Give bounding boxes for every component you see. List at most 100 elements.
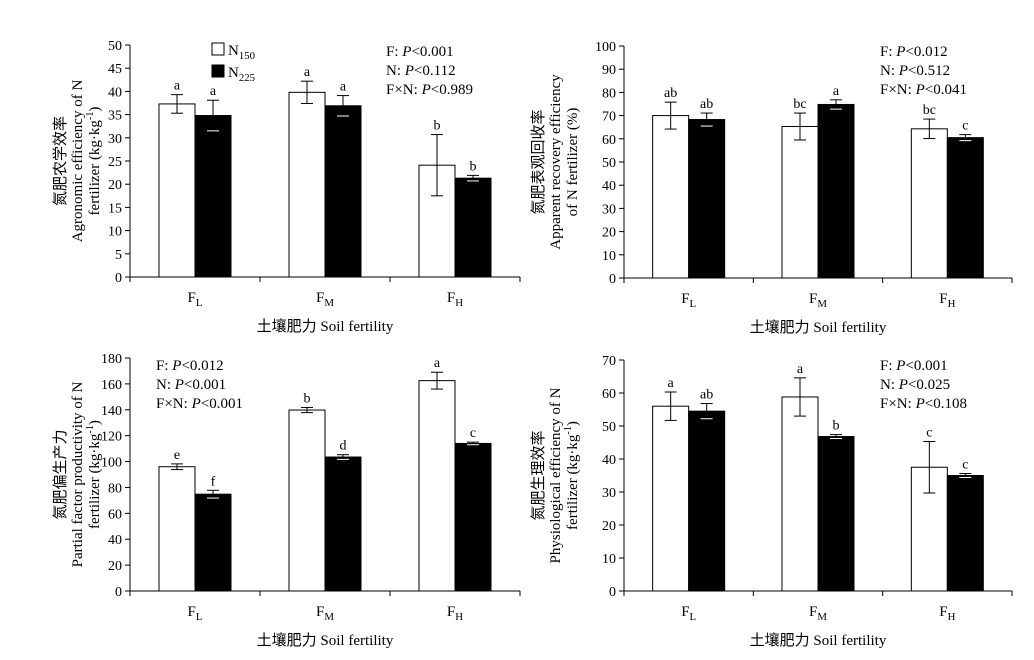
significance-letter: b bbox=[833, 419, 840, 434]
category-label: FL​ bbox=[188, 604, 203, 623]
significance-letter: b bbox=[470, 159, 477, 174]
stats-line: N: P<0.001 bbox=[156, 377, 226, 393]
category-label: FH​ bbox=[939, 291, 955, 310]
y-axis-title-line: Physiological efficiency of N bbox=[548, 387, 564, 563]
y-tick-label: 30 bbox=[108, 132, 122, 147]
stats-line: F×N: P<0.041 bbox=[880, 82, 967, 98]
bar-n225 bbox=[688, 410, 726, 592]
y-tick-label: 15 bbox=[108, 201, 122, 216]
significance-letter: a bbox=[434, 356, 441, 371]
y-axis-title-line: Apparent recovery efficiency bbox=[548, 74, 564, 250]
y-tick-label: 60 bbox=[108, 507, 122, 522]
significance-letter: ab bbox=[664, 86, 677, 101]
y-tick-label: 70 bbox=[602, 110, 616, 125]
significance-letter: f bbox=[211, 474, 216, 489]
stats-line: F: P<0.012 bbox=[156, 358, 224, 374]
y-tick-label: 40 bbox=[108, 85, 122, 100]
y-tick-label: 180 bbox=[101, 352, 122, 367]
bar-n225 bbox=[454, 177, 492, 278]
significance-letter: c bbox=[926, 426, 932, 441]
bar-n150 bbox=[910, 128, 948, 279]
category-label: FM​ bbox=[316, 290, 334, 309]
y-tick-label: 70 bbox=[602, 354, 616, 369]
y-tick-label: 140 bbox=[101, 404, 122, 419]
category-label: FH​ bbox=[447, 604, 463, 623]
bar-n150 bbox=[418, 380, 456, 592]
bar-n150 bbox=[288, 409, 326, 592]
legend-swatch bbox=[211, 64, 225, 78]
bar-n150 bbox=[158, 103, 196, 278]
y-tick-label: 50 bbox=[602, 420, 616, 435]
y-axis-title-line: fertilizer (kg·kg-1​) bbox=[563, 421, 581, 530]
bar-n225 bbox=[817, 103, 855, 279]
y-axis-title-line: 氮肥农学效率 bbox=[52, 116, 69, 206]
bar-n150 bbox=[652, 115, 690, 279]
y-tick-label: 60 bbox=[602, 133, 616, 148]
y-tick-label: 0 bbox=[115, 271, 122, 286]
y-tick-label: 30 bbox=[602, 486, 616, 501]
category-label: FL​ bbox=[681, 291, 696, 310]
y-axis-title-line: Partial factor productivity of N bbox=[70, 381, 86, 567]
bar-n225 bbox=[194, 493, 232, 592]
bar-n225 bbox=[194, 115, 232, 278]
x-axis-title: 土壤肥力 Soil fertility bbox=[750, 318, 887, 336]
y-tick-label: 30 bbox=[602, 202, 616, 217]
bar-n150 bbox=[781, 126, 819, 279]
significance-letter: a bbox=[304, 65, 311, 80]
bar-n150 bbox=[158, 466, 196, 592]
y-tick-label: 0 bbox=[609, 272, 616, 287]
bar-n225 bbox=[324, 456, 362, 592]
significance-letter: ab bbox=[700, 388, 713, 403]
y-tick-label: 10 bbox=[108, 225, 122, 240]
significance-letter: a bbox=[174, 79, 181, 94]
panel-partial-factor-productivity: 0 20 40 60 80 100 120 140 160 180 e f FL​ b d FM​ a c FH​ 土… bbox=[52, 352, 521, 649]
panel-apparent-recovery: 0 10 20 30 40 50 60 70 80 90 100 ab ab FL​ bc a FM​ bc c FH… bbox=[530, 40, 1013, 336]
y-tick-label: 100 bbox=[101, 456, 122, 471]
y-tick-label: 5 bbox=[115, 248, 122, 263]
category-label: FL​ bbox=[188, 290, 203, 309]
significance-letter: ab bbox=[700, 97, 713, 112]
significance-letter: b bbox=[304, 391, 311, 406]
stats-line: N: P<0.025 bbox=[880, 377, 950, 393]
stats-line: F×N: P<0.989 bbox=[386, 82, 473, 98]
bar-n150 bbox=[781, 396, 819, 592]
significance-letter: b bbox=[434, 119, 441, 134]
stats-line: F: P<0.001 bbox=[880, 358, 948, 374]
y-tick-label: 0 bbox=[115, 585, 122, 600]
bar-n225 bbox=[688, 119, 726, 279]
bar-n225 bbox=[454, 442, 492, 592]
y-tick-label: 50 bbox=[602, 156, 616, 171]
y-axis-title-line: of N fertilizer (%) bbox=[565, 108, 581, 217]
x-axis-title: 土壤肥力 Soil fertility bbox=[257, 317, 394, 335]
y-tick-label: 50 bbox=[108, 39, 122, 54]
x-axis-title: 土壤肥力 Soil fertility bbox=[750, 631, 887, 649]
significance-letter: d bbox=[340, 439, 347, 454]
bar-n225 bbox=[946, 475, 984, 592]
y-tick-label: 20 bbox=[108, 559, 122, 574]
legend-label: N225​ bbox=[228, 65, 255, 84]
category-label: FH​ bbox=[939, 604, 955, 623]
y-tick-label: 10 bbox=[602, 249, 616, 264]
y-tick-label: 120 bbox=[101, 430, 122, 445]
significance-letter: a bbox=[340, 80, 347, 95]
y-tick-label: 40 bbox=[108, 533, 122, 548]
y-tick-label: 10 bbox=[602, 552, 616, 567]
y-tick-label: 60 bbox=[602, 387, 616, 402]
stats-line: N: P<0.112 bbox=[386, 63, 456, 79]
y-tick-label: 80 bbox=[602, 86, 616, 101]
y-axis-title: 氮肥表观回收率 Apparent recovery efficiency of N … bbox=[530, 74, 581, 250]
y-axis-title-line: 氮肥生理效率 bbox=[530, 430, 547, 520]
significance-letter: bc bbox=[793, 97, 806, 112]
y-tick-label: 40 bbox=[602, 453, 616, 468]
significance-letter: c bbox=[470, 426, 476, 441]
significance-letter: e bbox=[174, 448, 180, 463]
y-tick-label: 90 bbox=[602, 63, 616, 78]
bar-n150 bbox=[288, 91, 326, 278]
y-axis-title-line: 氮肥偏生产力 bbox=[52, 429, 69, 519]
y-tick-label: 35 bbox=[108, 109, 122, 124]
bar-n225 bbox=[817, 436, 855, 592]
